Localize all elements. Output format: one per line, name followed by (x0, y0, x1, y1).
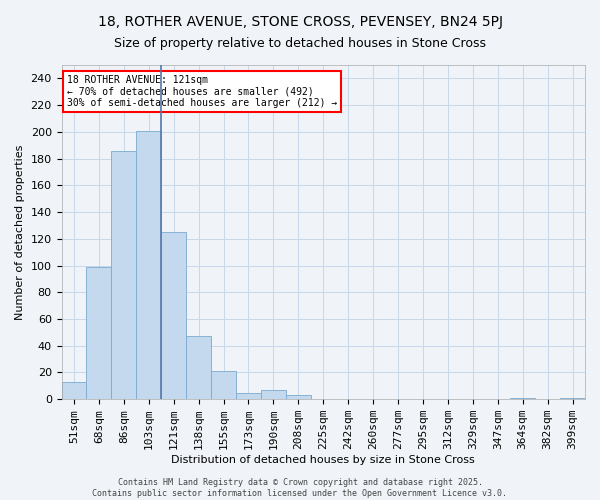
Bar (286, 395, 311, 399)
Text: Contains HM Land Registry data © Crown copyright and database right 2025.
Contai: Contains HM Land Registry data © Crown c… (92, 478, 508, 498)
Text: Size of property relative to detached houses in Stone Cross: Size of property relative to detached ho… (114, 38, 486, 51)
Bar (86, 267, 112, 399)
Bar (112, 150, 136, 399)
Bar (186, 336, 211, 399)
Bar (211, 371, 236, 399)
Text: 18, ROTHER AVENUE, STONE CROSS, PEVENSEY, BN24 5PJ: 18, ROTHER AVENUE, STONE CROSS, PEVENSEY… (97, 15, 503, 29)
Bar (136, 130, 161, 399)
Bar (261, 390, 286, 399)
Bar (236, 392, 261, 399)
X-axis label: Distribution of detached houses by size in Stone Cross: Distribution of detached houses by size … (172, 455, 475, 465)
Bar (62, 382, 86, 399)
Text: 18 ROTHER AVENUE: 121sqm
← 70% of detached houses are smaller (492)
30% of semi-: 18 ROTHER AVENUE: 121sqm ← 70% of detach… (67, 75, 337, 108)
Y-axis label: Number of detached properties: Number of detached properties (15, 144, 25, 320)
Bar (560, 398, 585, 399)
Bar (161, 232, 186, 399)
Bar (510, 398, 535, 399)
